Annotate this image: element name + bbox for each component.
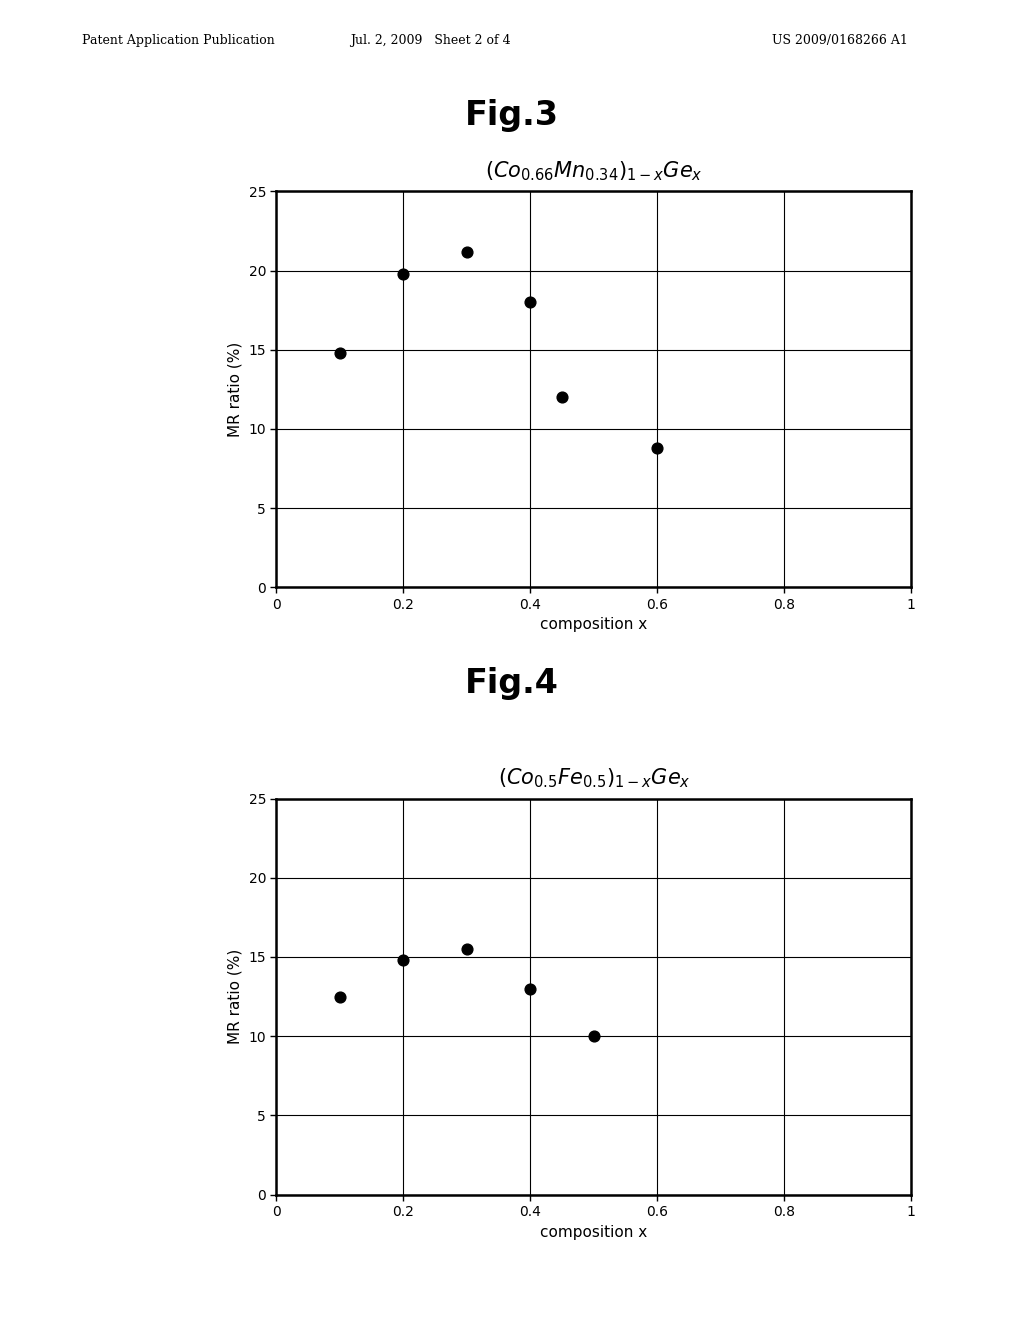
Text: US 2009/0168266 A1: US 2009/0168266 A1 <box>772 34 907 48</box>
X-axis label: composition x: composition x <box>541 618 647 632</box>
Point <box>395 949 412 970</box>
Title: $(Co_{0.66}Mn_{0.34})_{1-x}Ge_x$: $(Co_{0.66}Mn_{0.34})_{1-x}Ge_x$ <box>485 160 702 183</box>
Point <box>459 939 475 960</box>
Point <box>586 1026 602 1047</box>
Title: $(Co_{0.5}Fe_{0.5})_{1-x}Ge_x$: $(Co_{0.5}Fe_{0.5})_{1-x}Ge_x$ <box>498 767 690 791</box>
X-axis label: composition x: composition x <box>541 1225 647 1239</box>
Point <box>332 342 348 363</box>
Point <box>649 437 666 458</box>
Point <box>522 292 539 313</box>
Y-axis label: MR ratio (%): MR ratio (%) <box>228 342 243 437</box>
Y-axis label: MR ratio (%): MR ratio (%) <box>228 949 243 1044</box>
Point <box>554 387 570 408</box>
Text: Jul. 2, 2009   Sheet 2 of 4: Jul. 2, 2009 Sheet 2 of 4 <box>350 34 510 48</box>
Text: Patent Application Publication: Patent Application Publication <box>82 34 274 48</box>
Text: Fig.3: Fig.3 <box>465 99 559 132</box>
Point <box>459 242 475 263</box>
Point <box>395 263 412 284</box>
Point <box>332 986 348 1007</box>
Point <box>522 978 539 999</box>
Text: Fig.4: Fig.4 <box>465 667 559 700</box>
